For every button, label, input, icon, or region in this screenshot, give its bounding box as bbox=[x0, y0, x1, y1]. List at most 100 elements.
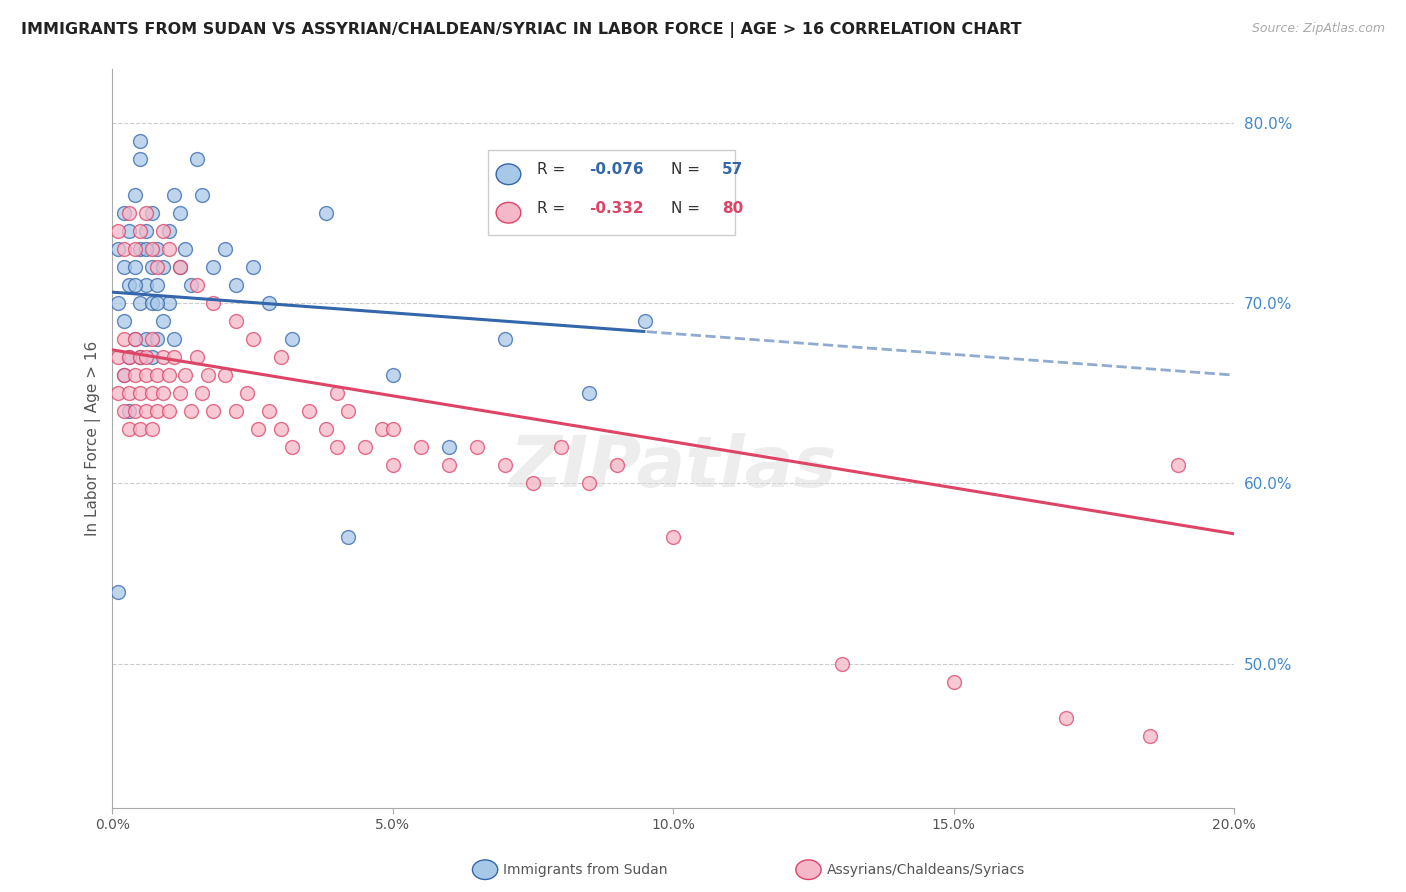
Point bbox=[606, 458, 628, 473]
Point bbox=[337, 404, 360, 418]
Point bbox=[163, 332, 186, 346]
Point bbox=[578, 386, 600, 401]
Point bbox=[259, 296, 281, 310]
Point bbox=[225, 404, 247, 418]
Point bbox=[118, 404, 141, 418]
Point bbox=[157, 224, 180, 238]
Point bbox=[107, 224, 129, 238]
Ellipse shape bbox=[496, 164, 520, 185]
Text: 57: 57 bbox=[721, 162, 742, 178]
Point bbox=[141, 242, 163, 256]
Point bbox=[129, 224, 152, 238]
Point bbox=[1139, 729, 1161, 743]
Point bbox=[135, 206, 157, 220]
Text: ZIPatlas: ZIPatlas bbox=[510, 434, 837, 502]
Point bbox=[465, 440, 488, 454]
Point bbox=[315, 422, 337, 436]
Point bbox=[157, 242, 180, 256]
Point bbox=[124, 277, 146, 292]
Point bbox=[124, 404, 146, 418]
Point bbox=[129, 350, 152, 364]
Point bbox=[118, 277, 141, 292]
Point bbox=[214, 368, 236, 383]
Text: Assyrians/Chaldeans/Syriacs: Assyrians/Chaldeans/Syriacs bbox=[827, 863, 1025, 877]
Point bbox=[152, 350, 174, 364]
Point bbox=[118, 206, 141, 220]
Point bbox=[135, 368, 157, 383]
Point bbox=[129, 422, 152, 436]
Point bbox=[146, 332, 169, 346]
Point bbox=[634, 314, 657, 328]
Point bbox=[191, 187, 214, 202]
Point bbox=[141, 296, 163, 310]
Point bbox=[942, 674, 965, 689]
Point bbox=[124, 187, 146, 202]
Point bbox=[270, 350, 292, 364]
Point bbox=[186, 152, 208, 166]
Point bbox=[107, 386, 129, 401]
Point bbox=[1054, 711, 1077, 725]
Point bbox=[370, 422, 392, 436]
Point bbox=[225, 314, 247, 328]
Point bbox=[180, 277, 202, 292]
FancyBboxPatch shape bbox=[488, 150, 735, 235]
Point bbox=[135, 224, 157, 238]
Point bbox=[107, 242, 129, 256]
Point bbox=[437, 440, 460, 454]
Point bbox=[242, 332, 264, 346]
Point bbox=[152, 260, 174, 274]
Point bbox=[298, 404, 321, 418]
Point bbox=[146, 404, 169, 418]
Text: 80: 80 bbox=[721, 201, 742, 216]
Point bbox=[259, 404, 281, 418]
Point bbox=[129, 386, 152, 401]
Text: -0.332: -0.332 bbox=[589, 201, 644, 216]
Point bbox=[202, 260, 225, 274]
Point bbox=[107, 350, 129, 364]
Point bbox=[129, 134, 152, 148]
Point bbox=[174, 368, 197, 383]
Point bbox=[494, 332, 516, 346]
Point bbox=[169, 386, 191, 401]
Point bbox=[129, 152, 152, 166]
Point bbox=[112, 332, 135, 346]
Text: N =: N = bbox=[671, 162, 704, 178]
Point bbox=[129, 296, 152, 310]
Point bbox=[522, 476, 544, 491]
Point bbox=[550, 440, 572, 454]
Point bbox=[191, 386, 214, 401]
Point bbox=[112, 206, 135, 220]
Point bbox=[112, 314, 135, 328]
Point bbox=[118, 422, 141, 436]
Point bbox=[157, 368, 180, 383]
Point bbox=[112, 242, 135, 256]
Point bbox=[315, 206, 337, 220]
Point bbox=[157, 296, 180, 310]
Point bbox=[326, 440, 349, 454]
Point bbox=[174, 242, 197, 256]
Point bbox=[381, 422, 404, 436]
Point bbox=[169, 260, 191, 274]
Point bbox=[141, 332, 163, 346]
Point bbox=[242, 260, 264, 274]
Text: IMMIGRANTS FROM SUDAN VS ASSYRIAN/CHALDEAN/SYRIAC IN LABOR FORCE | AGE > 16 CORR: IMMIGRANTS FROM SUDAN VS ASSYRIAN/CHALDE… bbox=[21, 22, 1022, 38]
Point bbox=[409, 440, 432, 454]
Point bbox=[141, 206, 163, 220]
Point bbox=[186, 350, 208, 364]
Point bbox=[112, 368, 135, 383]
Point bbox=[118, 350, 141, 364]
Point bbox=[163, 350, 186, 364]
Point bbox=[135, 277, 157, 292]
Point bbox=[146, 242, 169, 256]
Point bbox=[197, 368, 219, 383]
Point bbox=[146, 260, 169, 274]
Point bbox=[135, 404, 157, 418]
Point bbox=[437, 458, 460, 473]
Point bbox=[202, 296, 225, 310]
Point bbox=[337, 531, 360, 545]
Point bbox=[152, 386, 174, 401]
Text: -0.076: -0.076 bbox=[589, 162, 644, 178]
Y-axis label: In Labor Force | Age > 16: In Labor Force | Age > 16 bbox=[86, 341, 101, 536]
Point bbox=[124, 242, 146, 256]
Text: Source: ZipAtlas.com: Source: ZipAtlas.com bbox=[1251, 22, 1385, 36]
